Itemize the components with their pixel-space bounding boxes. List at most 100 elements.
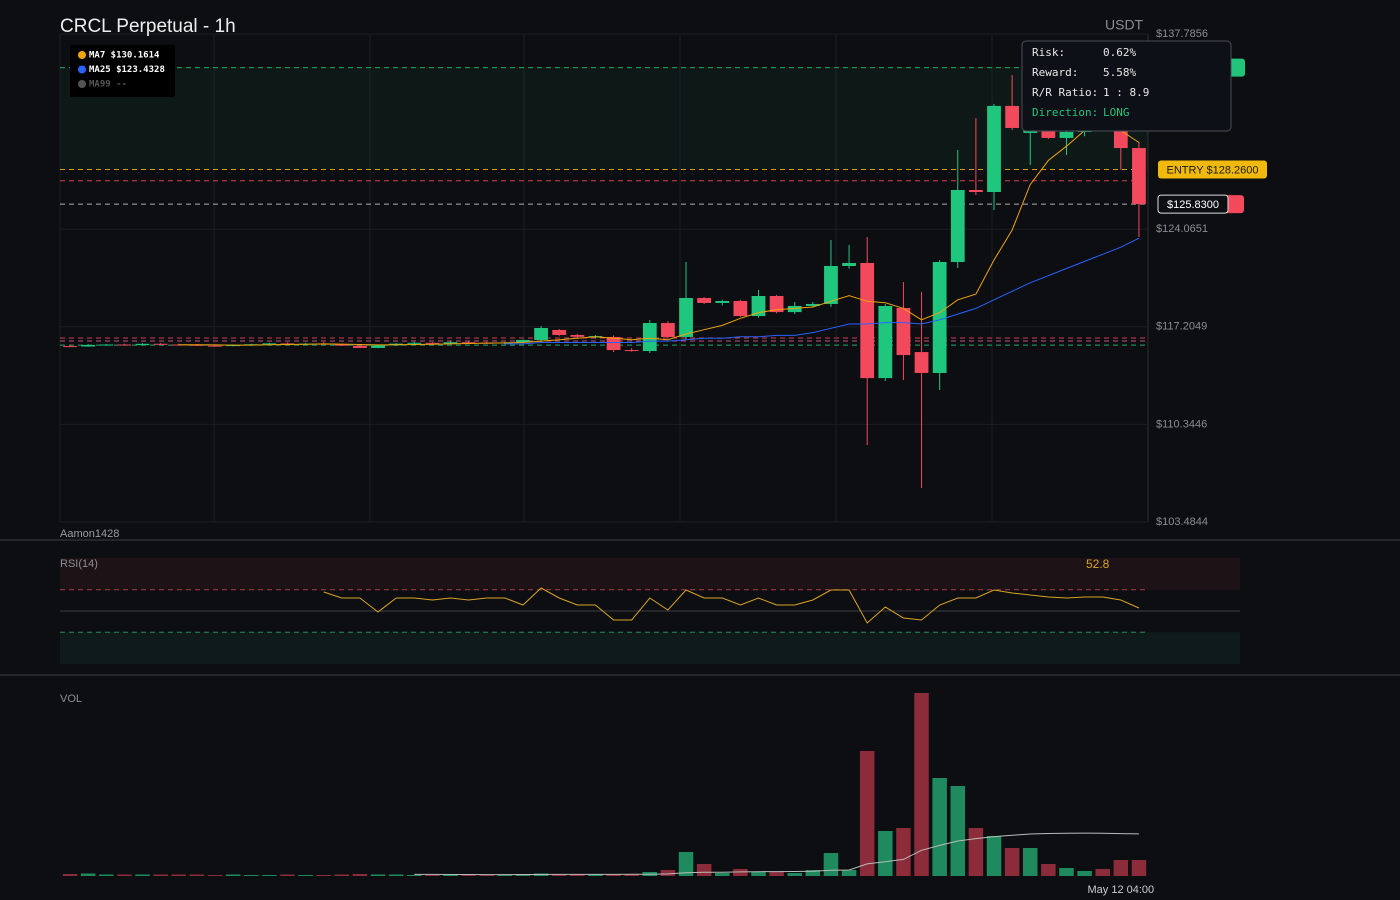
- volume-bar: [1059, 868, 1074, 876]
- volume-bar: [805, 870, 821, 876]
- volume-bar: [859, 751, 875, 876]
- candle-body: [751, 295, 766, 317]
- volume-bar: [334, 874, 350, 876]
- volume-bar: [570, 874, 585, 876]
- candle-body: [824, 265, 838, 304]
- risk-label: R/R Ratio:: [1032, 86, 1098, 99]
- volume-bar: [841, 870, 857, 876]
- volume-bar: [443, 875, 458, 876]
- candle-body: [842, 262, 856, 266]
- volume-bar: [1041, 864, 1056, 876]
- volume-bar: [551, 874, 567, 876]
- volume-bar: [624, 874, 639, 876]
- volume-bar: [1077, 871, 1092, 876]
- volume-bar: [153, 874, 168, 876]
- x-tick-label: May 12 04:00: [1087, 884, 1154, 896]
- volume-bar: [678, 852, 694, 876]
- volume-bar: [243, 875, 259, 876]
- candle-body: [805, 303, 820, 306]
- volume-bar: [878, 831, 893, 876]
- candle-body: [570, 334, 585, 337]
- risk-panel-box: [1021, 40, 1232, 132]
- candle-body: [697, 297, 712, 303]
- volume-bar: [425, 875, 440, 876]
- volume-bar: [225, 874, 241, 876]
- volume-bar: [696, 864, 712, 876]
- candle-body: [135, 343, 150, 346]
- overbought-band: [60, 558, 1240, 590]
- candle-body: [99, 344, 114, 346]
- rsi-title: RSI(14): [60, 558, 98, 570]
- risk-value: LONG: [1103, 106, 1130, 119]
- candle-body: [208, 345, 222, 347]
- volume-bar: [968, 828, 984, 876]
- volume-bar: [316, 875, 331, 876]
- candle-body: [878, 305, 893, 379]
- candle-body: [950, 190, 965, 262]
- candle-body: [516, 339, 530, 343]
- risk-label: Direction:: [1032, 106, 1098, 119]
- volume-bar: [1022, 848, 1038, 876]
- candle-body: [1059, 131, 1074, 138]
- entry-tag: [1158, 160, 1267, 179]
- candle-body: [860, 262, 875, 379]
- legend: MA7 $130.1614 MA25 $123.4328 MA99 --: [70, 45, 175, 97]
- volume-bar: [986, 836, 1002, 876]
- volume-bar: [207, 875, 223, 876]
- candle-body: [932, 261, 947, 373]
- line: [414, 832, 1139, 876]
- volume-bar: [914, 693, 929, 876]
- chart-title: CRCL Perpetual - 1h: [60, 16, 236, 37]
- risk-label: Reward:: [1032, 66, 1078, 79]
- line: [504, 237, 1140, 345]
- candle-body: [63, 346, 77, 348]
- volume-bar: [262, 875, 277, 876]
- candle-body: [280, 343, 295, 345]
- legend-box: [70, 45, 175, 97]
- oversold-band: [60, 632, 1240, 664]
- candle-body: [334, 344, 349, 346]
- candle-body: [117, 344, 132, 346]
- risk-value: 1 : 8.9: [1103, 86, 1149, 99]
- volume-bar: [751, 872, 766, 876]
- legend-label: MA7 $130.1614: [89, 51, 160, 61]
- volume-bar: [370, 874, 386, 876]
- volume-bar: [660, 870, 676, 876]
- volume-bar: [715, 873, 730, 876]
- volume-bar: [388, 874, 404, 876]
- volume-bar: [733, 869, 748, 876]
- y-tick-label: $110.3446: [1156, 418, 1207, 430]
- volume-bar: [896, 828, 911, 876]
- volume-bar: [80, 873, 96, 876]
- volume-bar: [588, 874, 603, 876]
- candle-body: [679, 297, 693, 337]
- legend-dot: [78, 80, 86, 88]
- candle-body: [81, 344, 96, 347]
- candle-body: [715, 300, 730, 303]
- legend-dot: [78, 51, 86, 59]
- risk-label: Risk:: [1032, 46, 1065, 59]
- candle-body: [1132, 148, 1146, 205]
- volume-bar: [171, 874, 187, 876]
- volume-bar: [62, 874, 78, 876]
- vol-title: VOL: [60, 693, 82, 705]
- candle-body: [425, 342, 440, 344]
- volume-bar: [787, 873, 802, 876]
- risk-value: 5.58%: [1103, 66, 1136, 79]
- risk-value: 0.62%: [1103, 46, 1136, 59]
- candle-body: [171, 344, 186, 346]
- profit-zone: [60, 67, 1148, 170]
- volume-bar: [135, 874, 150, 876]
- volume-bar: [407, 875, 422, 876]
- y-tick-label: $137.7856: [1156, 28, 1208, 40]
- candle-body: [552, 329, 567, 335]
- candle-body: [733, 300, 748, 317]
- volume-bar: [117, 874, 132, 876]
- candle-body: [407, 342, 422, 344]
- candle-body: [461, 342, 476, 344]
- volume-bar: [280, 874, 295, 876]
- volume-bar: [950, 786, 966, 876]
- volume-bar: [298, 875, 313, 876]
- candle-body: [371, 345, 385, 348]
